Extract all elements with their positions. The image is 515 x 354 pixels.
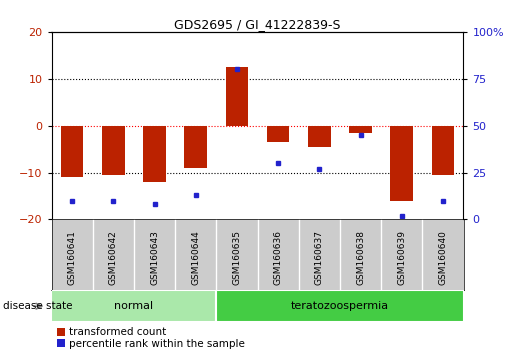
Text: GSM160638: GSM160638 xyxy=(356,230,365,285)
Title: GDS2695 / GI_41222839-S: GDS2695 / GI_41222839-S xyxy=(174,18,341,31)
Bar xyxy=(52,290,216,322)
Text: normal: normal xyxy=(114,301,153,311)
Bar xyxy=(184,126,207,168)
Bar xyxy=(61,126,83,177)
Text: teratozoospermia: teratozoospermia xyxy=(291,301,389,311)
Text: GSM160640: GSM160640 xyxy=(438,230,448,285)
Text: GSM160644: GSM160644 xyxy=(191,230,200,285)
Legend: transformed count, percentile rank within the sample: transformed count, percentile rank withi… xyxy=(57,327,245,349)
Text: GSM160643: GSM160643 xyxy=(150,230,159,285)
Bar xyxy=(390,126,413,201)
Text: GSM160636: GSM160636 xyxy=(273,230,283,285)
Text: disease state: disease state xyxy=(3,301,72,311)
Text: GSM160642: GSM160642 xyxy=(109,230,118,285)
Bar xyxy=(226,67,248,126)
Bar xyxy=(308,126,331,147)
Bar xyxy=(432,126,454,175)
Bar xyxy=(143,126,166,182)
Bar xyxy=(216,290,464,322)
Text: GSM160635: GSM160635 xyxy=(232,230,242,285)
Text: GSM160637: GSM160637 xyxy=(315,230,324,285)
Bar xyxy=(349,126,372,133)
Text: GSM160641: GSM160641 xyxy=(67,230,77,285)
Bar xyxy=(267,126,289,142)
Bar xyxy=(102,126,125,175)
Text: GSM160639: GSM160639 xyxy=(397,230,406,285)
